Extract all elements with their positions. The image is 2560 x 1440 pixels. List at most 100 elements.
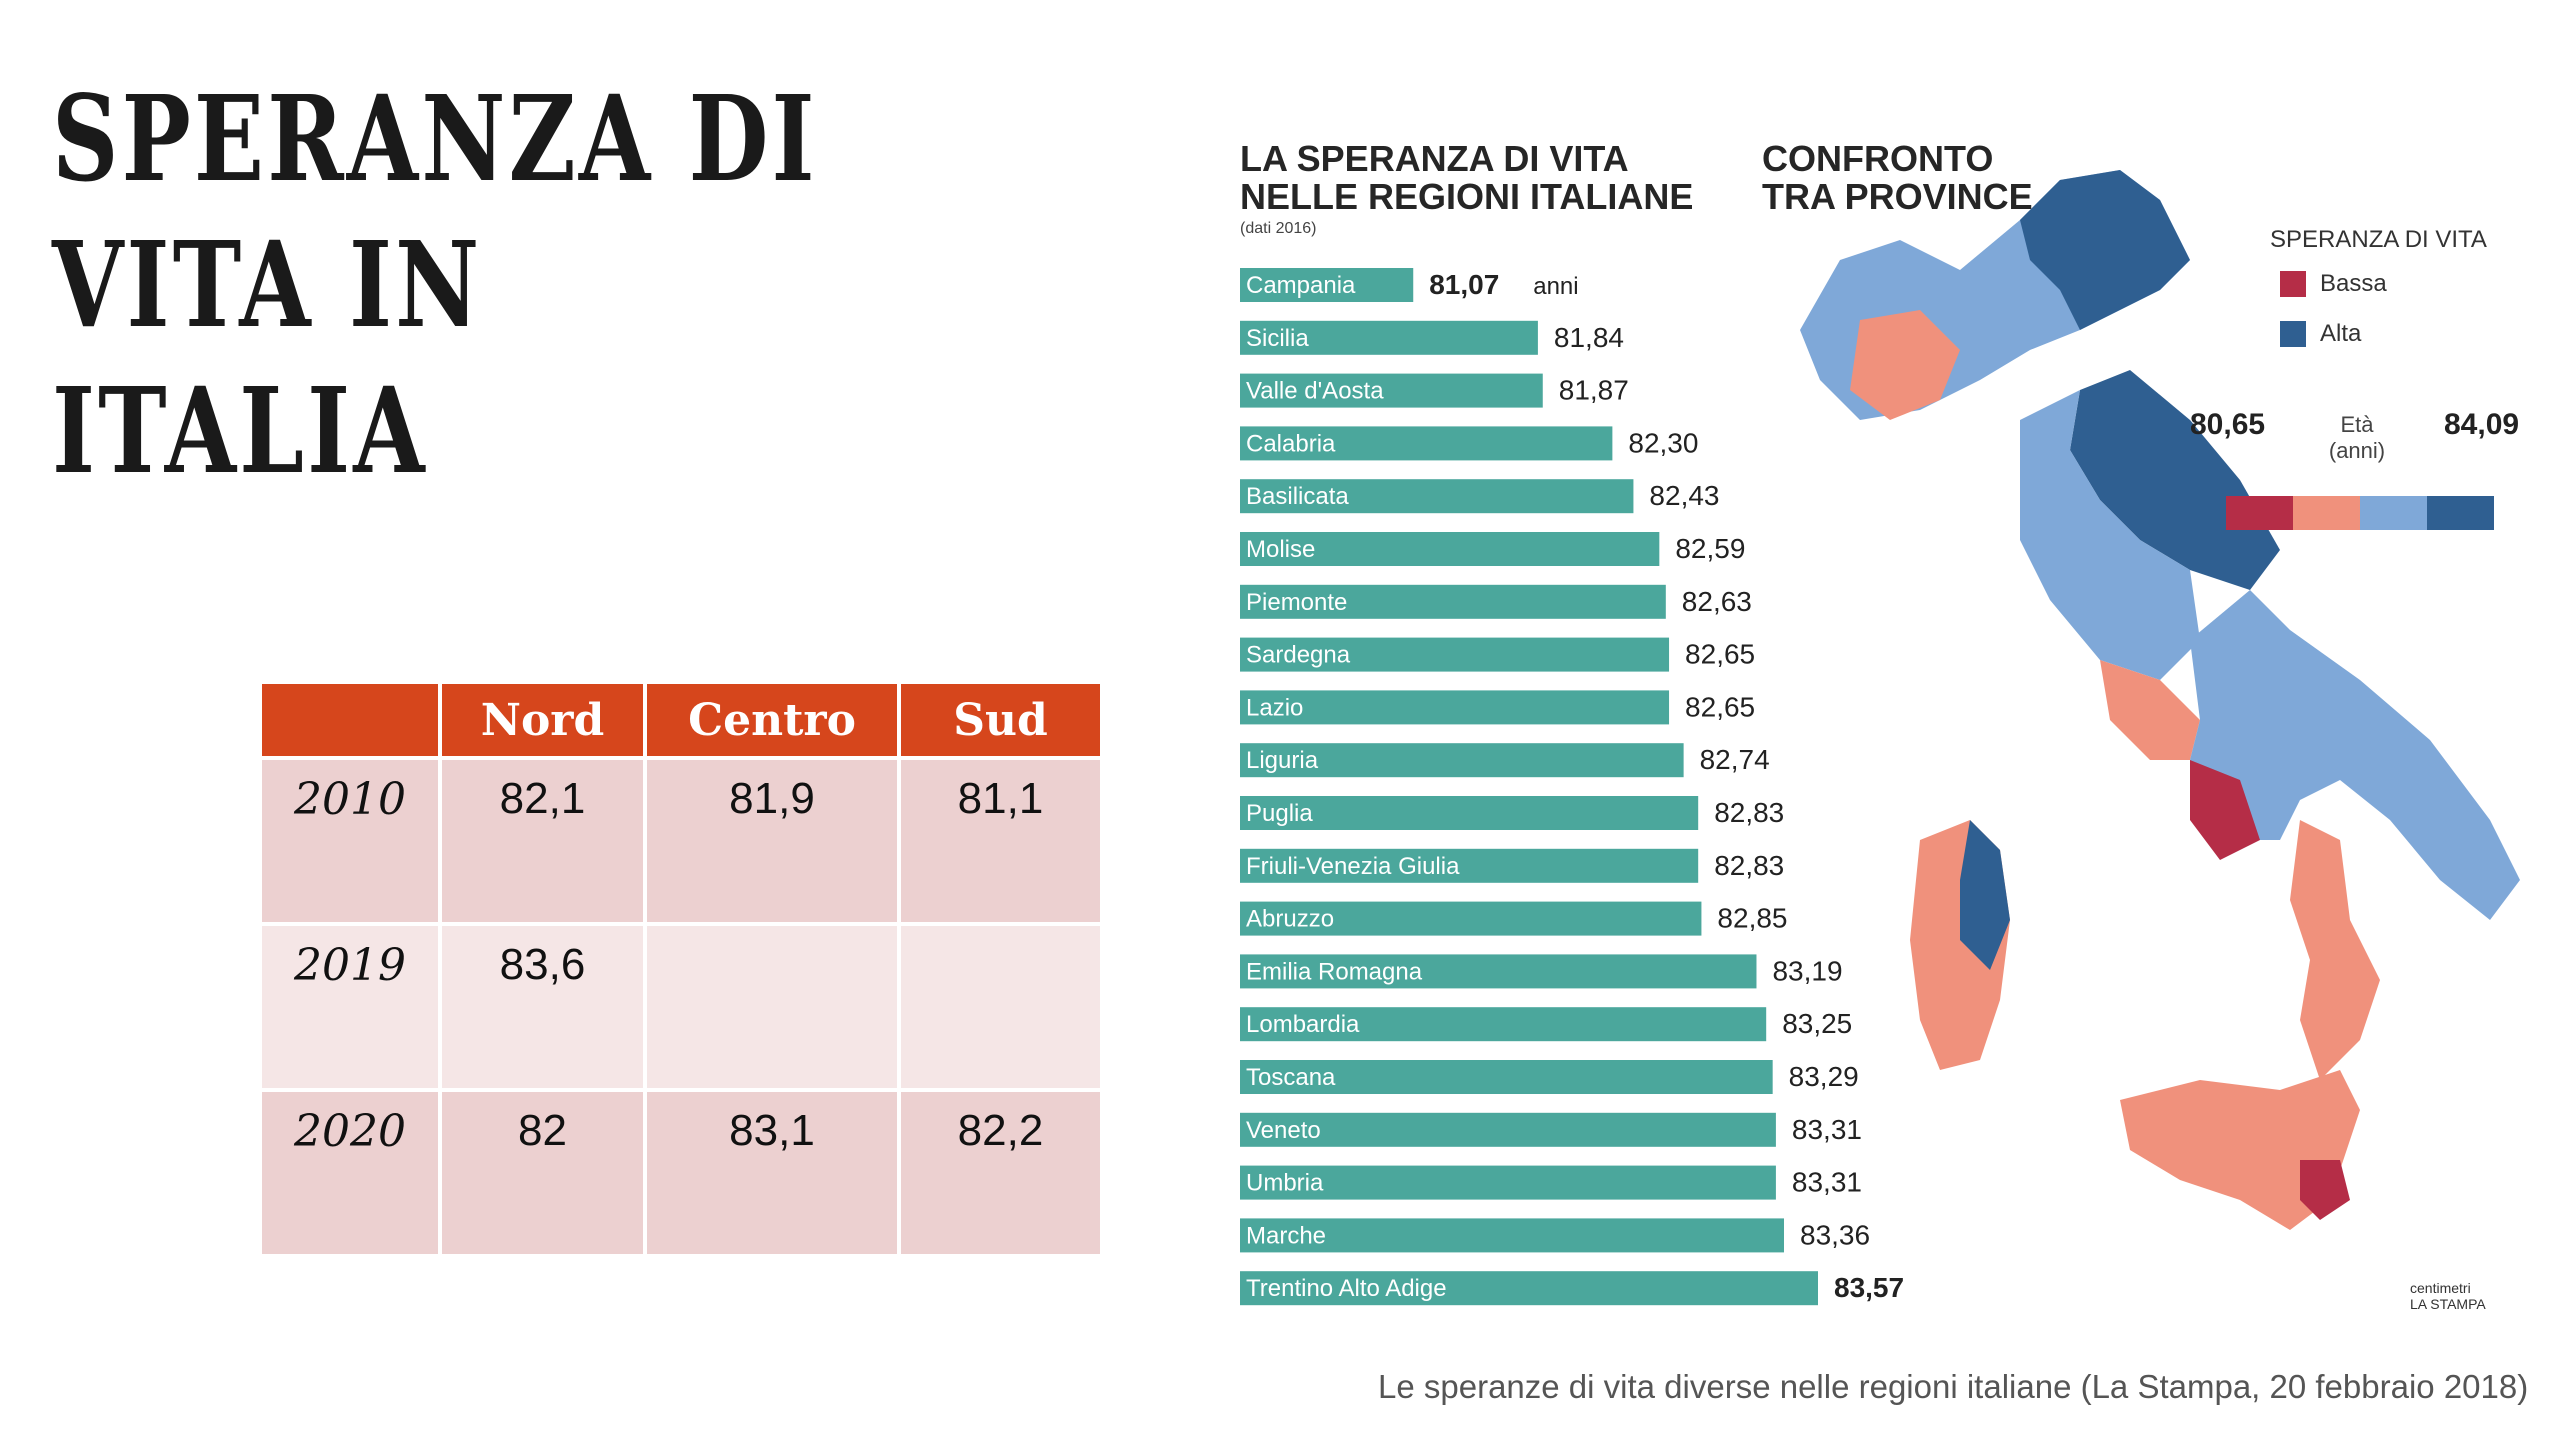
map-region-campania [2190,760,2260,860]
legend-swatch-low [2280,271,2306,297]
legend-item-high: Alta [2280,320,2361,348]
source-line-1: centimetri [2410,1280,2471,1296]
legend-swatch-high [2280,321,2306,347]
bar-category-label: Valle d'Aosta [1246,378,1384,405]
table-cell-centro: 81,9 [647,760,897,922]
bar [1240,320,1538,355]
source-line-2: LA STAMPA [2410,1296,2486,1312]
bar [1240,848,1699,883]
bar-category-label: Molise [1246,536,1315,563]
map-region-northeast [2020,170,2190,330]
table-row: 2010 82,1 81,9 81,1 [262,760,1100,922]
table-cell-nord: 83,6 [442,926,643,1088]
bar-value-label: 82,65 [1685,691,1755,722]
color-scale-step-mid-low [2293,496,2360,530]
scale-unit-line-1: Età [2340,412,2374,437]
slide-title-line-2: ITALIA [52,361,428,500]
legend-label-high: Alta [2320,320,2362,347]
bar [1240,373,1543,408]
chart-title: LA SPERANZA DI VITA NELLE REGIONI ITALIA… [1240,140,1693,216]
bar-value-label: 81,87 [1559,375,1629,406]
bar [1240,1112,1776,1147]
table-cell-year: 2010 [262,760,438,922]
bar-category-label: Lazio [1246,694,1303,721]
bar [1240,637,1670,672]
bar-category-label: Liguria [1246,747,1319,774]
bar [1240,1007,1767,1042]
map-region-northwest [1850,310,1960,420]
bar-value-label: 82,43 [1649,480,1719,511]
scale-unit-line-2: (anni) [2328,438,2386,463]
bar-value-label: 82,63 [1682,586,1752,617]
slide-caption: Le speranze di vita diverse nelle region… [1378,1368,2529,1405]
color-scale-step-low [2226,496,2293,530]
bar-unit-label: anni [1533,273,1578,300]
bar-value-label: 82,74 [1700,744,1770,775]
bar-value-label: 82,59 [1675,533,1745,564]
bar-category-label: Toscana [1246,1064,1336,1091]
bar-value-label: 83,36 [1800,1219,1870,1250]
bar [1240,584,1666,619]
slide-title: SPERANZA DI VITA IN ITALIA [52,66,910,504]
map-title: CONFRONTO TRA PROVINCE [1762,140,2033,216]
bar [1240,426,1613,461]
bar-category-label: Lombardia [1246,1011,1360,1038]
color-scale-step-high [2427,496,2494,530]
table-cell-centro: 83,1 [647,1092,897,1254]
chart-title-line-2: NELLE REGIONI ITALIANE [1240,176,1694,217]
bar [1240,479,1634,514]
chart-title-line-1: LA SPERANZA DI VITA [1240,138,1629,179]
slide-title-line-1: SPERANZA DI VITA IN [52,69,818,354]
table-cell-centro [647,926,897,1088]
bar [1240,1060,1773,1094]
bar [1240,954,1757,989]
map-region-sicily-south [2300,1160,2350,1220]
map-region-center [2070,370,2280,590]
bar-value-label: 83,31 [1792,1167,1862,1198]
bar-category-label: Marche [1246,1222,1326,1249]
bar-chart: Campania 81,07 anni Sicilia 81,84 Valle d'Aos… [1240,170,2520,1306]
table-cell-sud: 82,2 [901,1092,1100,1254]
bar-category-label: Trentino Alto Adige [1246,1275,1447,1302]
legend-item-low: Bassa [2280,270,2387,298]
table-header-row: Nord Centro Sud [262,684,1100,756]
scale-unit-label: Età (anni) [2322,412,2392,464]
bar-value-label: 83,29 [1789,1061,1859,1092]
bar [1240,268,1414,302]
life-expectancy-table: Nord Centro Sud 2010 82,1 81,9 81,1 2019… [258,680,1104,1258]
color-scale-bar [2226,496,2494,530]
bar [1240,743,1684,778]
table-header-sud: Sud [901,684,1100,756]
bar-category-label: Sardegna [1246,642,1351,669]
map-region-south [2190,590,2520,920]
bar-category-label: Puglia [1246,800,1313,827]
table-cell-nord: 82 [442,1092,643,1254]
bar-value-label: 81,07 [1429,269,1499,300]
source-label: centimetri LA STAMPA [2410,1280,2486,1312]
bar [1240,901,1702,936]
table-cell-sud: 81,1 [901,760,1100,922]
table-cell-nord: 82,1 [442,760,643,922]
bar-category-label: Calabria [1246,430,1336,457]
bar-category-label: Veneto [1246,1117,1321,1144]
table-cell-sud [901,926,1100,1088]
bar-value-label: 83,19 [1772,955,1842,986]
bar-value-label: 82,85 [1717,903,1787,934]
map-region-lazio [2100,660,2200,760]
scale-min-label: 80,65 [2190,408,2266,441]
bar [1240,1165,1776,1200]
bar-category-label: Basilicata [1246,483,1349,510]
table-header-blank [262,684,438,756]
scale-max-label: 84,09 [2444,408,2520,441]
bar [1240,1271,1818,1306]
color-scale-step-mid-high [2360,496,2427,530]
bar-value-label: 82,65 [1685,639,1755,670]
bar-category-label: Campania [1246,272,1356,299]
table-row: 2019 83,6 [262,926,1100,1088]
table-cell-year: 2019 [262,926,438,1088]
table-header-centro: Centro [647,684,897,756]
map-region-sardinia-east [1960,820,2010,970]
map-title-line-1: CONFRONTO [1762,138,1994,179]
bar-value-label: 82,83 [1714,797,1784,828]
map-region-calabria [2290,820,2380,1080]
